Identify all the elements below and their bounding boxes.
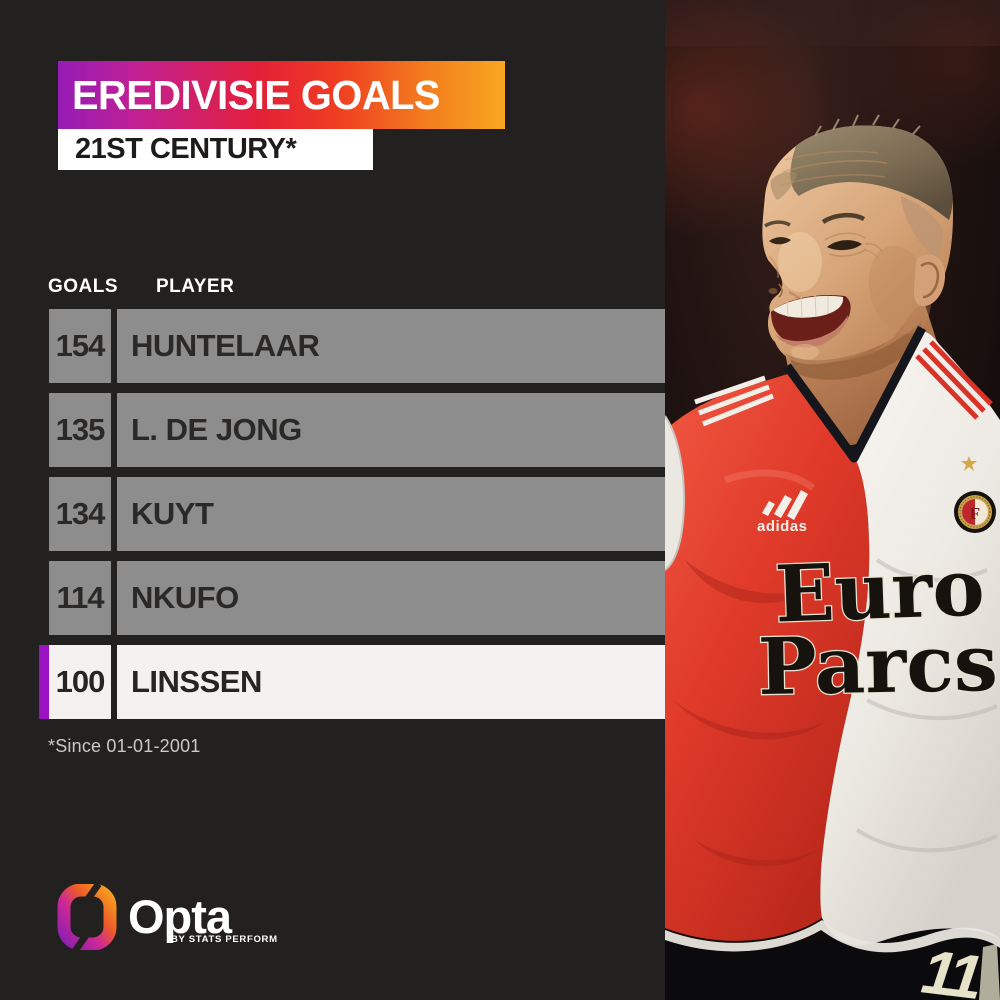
eye xyxy=(827,240,862,251)
feyenoord-shirt: adidas F Euro Parcs xyxy=(665,325,1000,953)
player-name: KUYT xyxy=(117,477,665,551)
sponsor-line1: Euro xyxy=(774,542,986,640)
player-face xyxy=(762,114,953,367)
collar xyxy=(783,325,926,463)
table-row: 154 HUNTELAAR xyxy=(49,309,665,383)
eyebrow xyxy=(821,212,866,224)
subtitle-banner: 21ST CENTURY* xyxy=(58,129,373,170)
eye xyxy=(769,237,791,245)
mouth xyxy=(771,294,851,348)
column-header-goals: GOALS xyxy=(48,276,119,297)
footnote: *Since 01-01-2001 xyxy=(48,736,201,756)
table-row: 134 KUYT xyxy=(49,477,665,551)
goals-value: 134 xyxy=(49,477,111,551)
shorts-trim xyxy=(979,944,1000,1000)
hair xyxy=(790,125,953,220)
player-name: L. DE JONG xyxy=(117,393,665,467)
shoulder-stripes-left xyxy=(694,375,774,427)
goals-value: 114 xyxy=(49,561,111,635)
opta-logo-text: Opta xyxy=(128,890,232,943)
table-row-highlighted: 100 LINSSEN xyxy=(39,645,665,719)
column-header-player: PLAYER xyxy=(156,276,235,297)
stats-table: 154 HUNTELAAR 135 L. DE JONG 134 KUYT 11… xyxy=(39,309,665,729)
shorts-number: 11 xyxy=(918,937,984,1000)
eyebrow xyxy=(764,220,791,228)
sponsor-line2: Parcs xyxy=(757,618,998,713)
shoulder-stripes-right xyxy=(915,340,993,420)
shirt-folds xyxy=(855,558,998,853)
hair-spikes xyxy=(814,114,921,137)
adidas-logo: adidas xyxy=(757,490,808,535)
nostril xyxy=(768,288,778,294)
ear xyxy=(913,254,946,307)
title-banner: EREDIVISIE GOALS xyxy=(58,61,505,129)
crest-letter: F xyxy=(970,504,980,523)
shirt-hem xyxy=(665,920,1000,953)
shirt-red-half xyxy=(665,373,870,941)
table-row: 114 NKUFO xyxy=(49,561,665,635)
adidas-wordmark: adidas xyxy=(757,518,808,535)
player-name: NKUFO xyxy=(117,561,665,635)
player-name: HUNTELAAR xyxy=(117,309,665,383)
opta-logo-icon xyxy=(57,884,117,950)
table-row: 135 L. DE JONG xyxy=(49,393,665,467)
shirt-white-half xyxy=(820,331,1000,946)
player-photo: 11 xyxy=(665,0,1000,1000)
player-name: LINSSEN xyxy=(117,645,665,719)
goals-value: 135 xyxy=(49,393,111,467)
page-title: EREDIVISIE GOALS xyxy=(72,71,440,118)
feyenoord-crest-icon: F xyxy=(954,456,996,533)
goals-value: 154 xyxy=(49,309,111,383)
goals-value: 100 xyxy=(49,645,111,719)
page-subtitle: 21ST CENTURY* xyxy=(75,133,297,165)
shirt-folds xyxy=(673,560,825,867)
opta-byline: BY STATS PERFORM xyxy=(171,934,278,945)
forehead-lines xyxy=(780,150,888,186)
